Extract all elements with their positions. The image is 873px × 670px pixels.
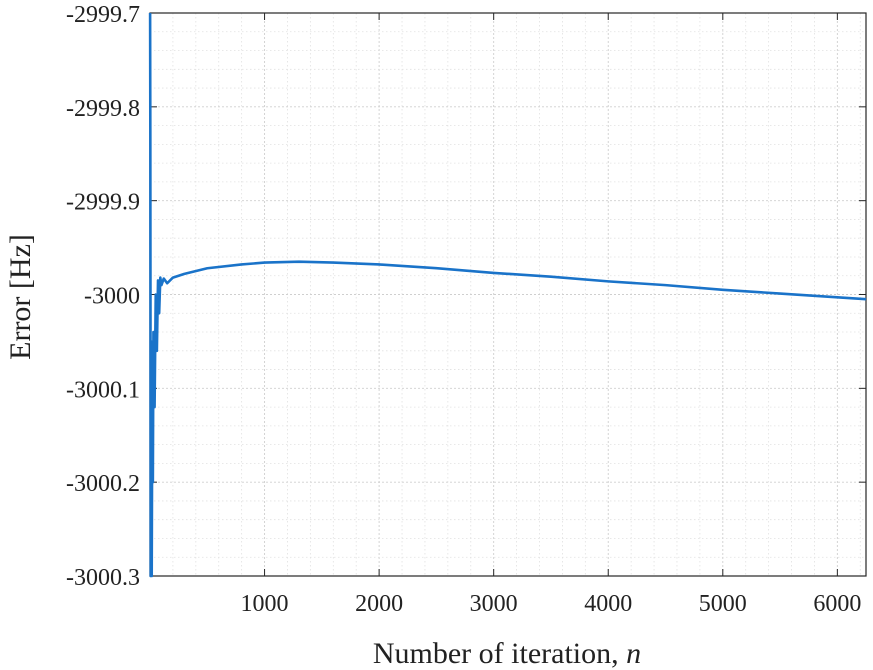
x-tick-label: 2000 <box>355 591 403 617</box>
x-tick-label: 4000 <box>584 591 632 617</box>
y-tick-label: -3000 <box>84 284 140 310</box>
x-tick-label: 6000 <box>813 591 861 617</box>
x-tick-labels: 1000 2000 3000 4000 5000 6000 <box>241 591 862 617</box>
major-grid <box>150 13 866 576</box>
x-axis-title-text: Number of iteration, <box>373 637 626 670</box>
x-tick-label: 5000 <box>699 591 747 617</box>
series-layer <box>148 12 867 578</box>
series-line <box>148 12 867 578</box>
y-tick-label: -2999.8 <box>66 96 140 122</box>
x-tick-label: 1000 <box>241 591 289 617</box>
y-tick-label: -3000.2 <box>66 471 140 497</box>
x-axis-title: Number of iteration, n <box>373 637 641 670</box>
x-tick-label: 3000 <box>470 591 518 617</box>
y-tick-label: -2999.9 <box>66 190 140 216</box>
y-tick-labels: -2999.7 -2999.8 -2999.9 -3000 -3000.1 -3000.2… <box>66 2 140 591</box>
y-tick-label: -3000.1 <box>66 377 140 403</box>
y-axis-title: Error [Hz] <box>4 234 37 360</box>
y-tick-label: -3000.3 <box>66 565 140 591</box>
y-tick-label: -2999.7 <box>66 2 140 28</box>
x-axis-title-variable: n <box>626 637 641 670</box>
